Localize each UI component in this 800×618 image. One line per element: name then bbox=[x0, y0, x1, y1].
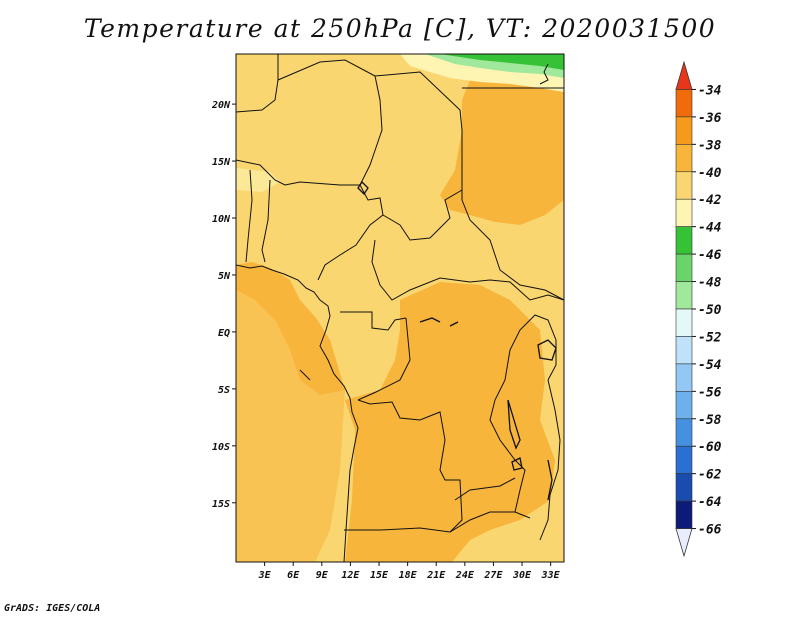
lat-label: 10N bbox=[212, 214, 231, 225]
colorbar-segment bbox=[675, 500, 693, 529]
border-angola bbox=[357, 399, 463, 533]
colorbar-label: -52 bbox=[698, 330, 722, 345]
colorbar-label: -50 bbox=[698, 303, 722, 318]
country-borders bbox=[236, 54, 564, 562]
river-congo bbox=[419, 317, 459, 327]
lake-tanganyika bbox=[507, 399, 521, 450]
colorbar-top-triangle bbox=[675, 60, 693, 90]
colorbar-label: -56 bbox=[698, 385, 722, 400]
border-togo bbox=[245, 169, 253, 263]
colorbar-label: -36 bbox=[698, 111, 722, 126]
colorbar-segment bbox=[675, 226, 693, 255]
lon-label: 3E bbox=[258, 570, 272, 581]
lake-chad bbox=[357, 180, 369, 196]
lon-label: 9E bbox=[316, 570, 329, 581]
colorbar-segment bbox=[675, 144, 693, 173]
colorbar-label: -46 bbox=[698, 248, 722, 263]
colorbar-label: -42 bbox=[698, 193, 722, 208]
lon-label: 27E bbox=[483, 570, 503, 581]
colorbar-label: -66 bbox=[698, 523, 722, 538]
border-namibia-zambia bbox=[344, 511, 531, 533]
field-minus44-46 bbox=[440, 54, 564, 70]
colorbar-label: -58 bbox=[698, 413, 722, 428]
colorbar-label: -64 bbox=[698, 495, 722, 510]
field-gulf-guinea bbox=[236, 262, 345, 395]
border-benin bbox=[261, 179, 271, 263]
colorbar-label: -60 bbox=[698, 440, 722, 455]
chart-title: Temperature at 250hPa [C], VT: 202003150… bbox=[83, 14, 717, 43]
border-zambia-north bbox=[454, 477, 516, 501]
colorbar-label: -38 bbox=[698, 138, 722, 153]
lon-label: 15E bbox=[370, 570, 389, 581]
border-sahel bbox=[236, 159, 360, 186]
border-car-south bbox=[371, 239, 564, 301]
colorbar-label: -34 bbox=[698, 83, 722, 98]
lon-label: 18E bbox=[399, 570, 418, 581]
field-congo-angola bbox=[345, 282, 555, 562]
lake-bangweulu bbox=[511, 457, 523, 471]
colorbar-segment bbox=[675, 89, 693, 118]
border-egypt-coast bbox=[539, 63, 549, 85]
lat-label: EQ bbox=[218, 328, 230, 339]
lon-label: 12E bbox=[341, 570, 360, 581]
border-nigeria-east bbox=[317, 184, 384, 281]
field-sudan bbox=[440, 70, 564, 225]
border-sudan-south bbox=[461, 199, 564, 301]
lon-label: 21E bbox=[426, 570, 446, 581]
colorbar-segment bbox=[675, 391, 693, 420]
border-chad-south bbox=[382, 189, 463, 241]
border-tanzania bbox=[539, 379, 561, 541]
colorbar-label: -54 bbox=[698, 358, 722, 373]
colorbar-segment bbox=[675, 198, 693, 227]
footer-credit: GrADS: IGES/COLA bbox=[4, 603, 101, 614]
border-mauritania-mali bbox=[236, 54, 279, 113]
border-gabon-congo bbox=[340, 311, 407, 331]
colorbar-segment bbox=[675, 445, 693, 474]
lon-label: 24E bbox=[455, 570, 475, 581]
colorbar-label: -44 bbox=[698, 221, 722, 236]
colorbar-segment bbox=[675, 418, 693, 447]
border-cabinda bbox=[299, 369, 311, 381]
colorbar-segment bbox=[675, 363, 693, 392]
lat-label: 5S bbox=[218, 385, 230, 396]
lat-label: 15N bbox=[212, 157, 231, 168]
lat-label: 5N bbox=[218, 271, 231, 282]
lon-label: 33E bbox=[541, 570, 561, 581]
colorbar-label: -40 bbox=[698, 166, 722, 181]
border-congo-drc bbox=[357, 317, 411, 401]
coastline-west bbox=[236, 264, 359, 562]
lat-label: 10S bbox=[212, 442, 230, 453]
colorbar-label: -48 bbox=[698, 276, 722, 291]
map-frame bbox=[235, 53, 565, 563]
lon-label: 6E bbox=[287, 570, 300, 581]
colorbar-segment bbox=[675, 473, 693, 502]
lakes bbox=[357, 180, 557, 501]
lat-label: 15S bbox=[212, 499, 230, 510]
lat-label: 20N bbox=[211, 100, 231, 111]
colorbar: -34 -36 -38 -40 -42 -44 -46 -48 -50 -52 -54 -56 -58 -… bbox=[675, 60, 722, 558]
lake-victoria bbox=[537, 339, 557, 361]
map-axes: 20N 15N 10N 5N EQ 5S 10S 15S 3E 6E 9E 12E 15E 18E 21E 2… bbox=[211, 100, 561, 581]
lon-label: 30E bbox=[512, 570, 532, 581]
lake-malawi bbox=[547, 459, 553, 501]
colorbar-segment bbox=[675, 308, 693, 337]
colorbar-segment bbox=[675, 281, 693, 310]
colorbar-label: -62 bbox=[698, 468, 722, 483]
colorbar-segment bbox=[675, 336, 693, 365]
colorbar-segment bbox=[675, 253, 693, 282]
border-chad-libya bbox=[374, 71, 463, 200]
colorbar-segment bbox=[675, 171, 693, 200]
colorbar-bottom-triangle bbox=[675, 528, 693, 558]
border-mali-niger bbox=[277, 59, 383, 186]
temperature-field bbox=[236, 54, 564, 562]
colorbar-segment bbox=[675, 116, 693, 145]
